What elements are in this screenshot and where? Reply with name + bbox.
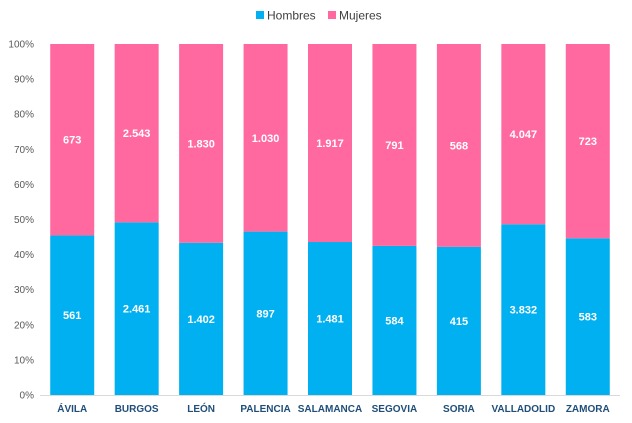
bar-hombres-6 bbox=[436, 246, 481, 395]
data-label-mujeres: 1.030 bbox=[252, 133, 280, 145]
bar-mujeres-4 bbox=[308, 44, 352, 243]
data-label-hombres: 583 bbox=[579, 312, 597, 324]
y-tick-label: 80% bbox=[14, 110, 34, 121]
legend: Hombres Mujeres bbox=[256, 9, 382, 23]
data-label-hombres: 1.481 bbox=[316, 314, 344, 326]
data-label-hombres: 415 bbox=[450, 316, 468, 328]
data-label-hombres: 1.402 bbox=[187, 314, 215, 326]
category-label: SORIA bbox=[443, 404, 475, 415]
data-label-hombres: 3.832 bbox=[510, 305, 538, 317]
bar-hombres-4 bbox=[308, 242, 352, 395]
data-label-mujeres: 1.917 bbox=[316, 138, 344, 150]
bar-mujeres-7 bbox=[501, 44, 546, 225]
bar-hombres-1 bbox=[114, 222, 159, 395]
bar-hombres-0 bbox=[50, 235, 95, 395]
y-tick-label: 10% bbox=[14, 355, 34, 366]
data-label-mujeres: 4.047 bbox=[510, 129, 538, 141]
y-tick-label: 0% bbox=[20, 391, 35, 402]
data-label-hombres: 897 bbox=[256, 308, 274, 320]
category-label: SEGOVIA bbox=[372, 404, 418, 415]
legend-label-hombres: Hombres bbox=[267, 9, 316, 23]
category-label: PALENCIA bbox=[240, 404, 290, 415]
y-tick-label: 70% bbox=[14, 145, 34, 156]
legend-swatch-mujeres bbox=[328, 11, 336, 19]
data-label-mujeres: 1.830 bbox=[187, 138, 215, 150]
data-label-mujeres: 2.543 bbox=[123, 128, 151, 140]
bar-mujeres-6 bbox=[436, 44, 481, 247]
y-axis: 0% 10% 20% 30% 40% 50% 60% 70% 80% 90% 100% bbox=[8, 40, 34, 402]
bar-mujeres-5 bbox=[372, 44, 417, 246]
bar-mujeres-3 bbox=[243, 44, 288, 232]
bar-hombres-8 bbox=[565, 238, 610, 395]
data-label-mujeres: 723 bbox=[579, 136, 597, 148]
bar-hombres-5 bbox=[372, 245, 417, 395]
bar-mujeres-2 bbox=[179, 44, 224, 243]
bar-hombres-3 bbox=[243, 231, 288, 395]
x-axis: ÁVILA BURGOS LEÓN PALENCIA SALAMANCA SEGOVIA S… bbox=[40, 395, 620, 415]
y-tick-label: 30% bbox=[14, 285, 34, 296]
data-label-hombres: 561 bbox=[63, 310, 81, 322]
category-label: ÁVILA bbox=[57, 402, 87, 415]
data-label-mujeres: 791 bbox=[385, 140, 403, 152]
data-label-mujeres: 673 bbox=[63, 135, 81, 147]
y-tick-label: 100% bbox=[8, 40, 34, 51]
y-tick-label: 90% bbox=[14, 75, 34, 86]
category-label: LEÓN bbox=[187, 402, 215, 415]
bar-hombres-2 bbox=[179, 242, 224, 395]
data-label-hombres: 2.461 bbox=[123, 304, 151, 316]
bar-mujeres-1 bbox=[114, 44, 159, 223]
y-tick-label: 20% bbox=[14, 320, 34, 331]
bar-mujeres-0 bbox=[50, 44, 95, 236]
category-label: SALAMANCA bbox=[298, 404, 362, 415]
category-label: ZAMORA bbox=[566, 404, 610, 415]
bar-hombres-7 bbox=[501, 224, 546, 395]
bar-mujeres-8 bbox=[565, 44, 610, 239]
category-label: VALLADOLID bbox=[491, 404, 555, 415]
y-tick-label: 40% bbox=[14, 250, 34, 261]
legend-label-mujeres: Mujeres bbox=[339, 9, 382, 23]
y-tick-label: 50% bbox=[14, 215, 34, 226]
data-label-hombres: 584 bbox=[385, 315, 404, 327]
category-label: BURGOS bbox=[115, 404, 159, 415]
data-label-mujeres: 568 bbox=[450, 140, 468, 152]
bars: 561 673 2.461 2.543 1.402 1.830 897 1.030 1.481 1… bbox=[50, 44, 610, 395]
y-tick-label: 60% bbox=[14, 180, 34, 191]
legend-swatch-hombres bbox=[256, 11, 264, 19]
